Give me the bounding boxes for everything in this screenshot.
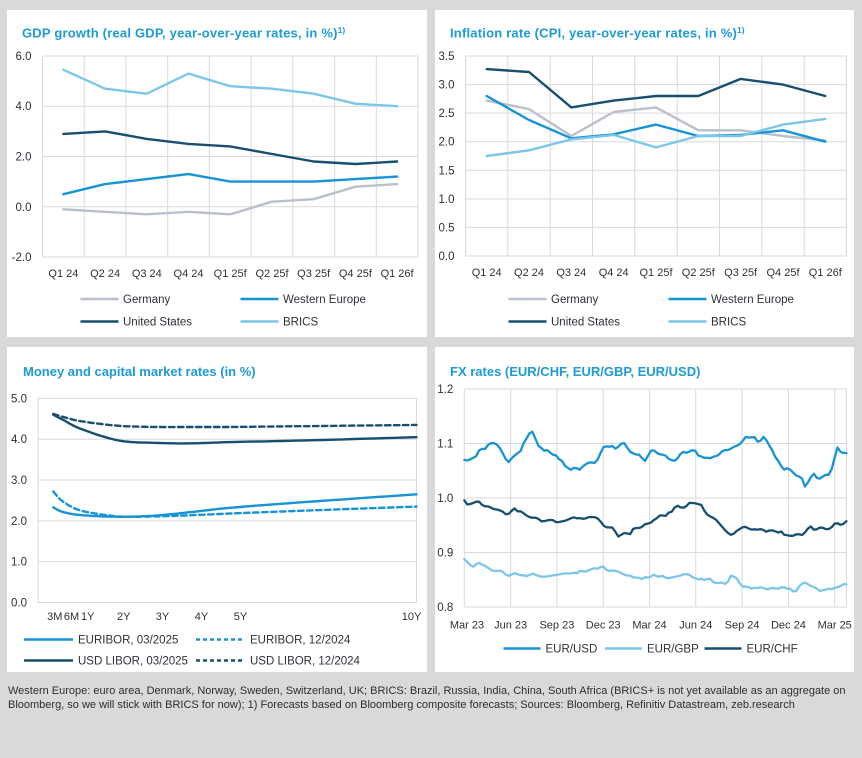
- svg-text:2Y: 2Y: [117, 611, 131, 623]
- svg-text:2.0: 2.0: [439, 137, 455, 149]
- svg-text:EUR/CHF: EUR/CHF: [747, 644, 798, 656]
- svg-text:1.0: 1.0: [439, 194, 455, 206]
- svg-text:Q3 25f: Q3 25f: [297, 268, 331, 280]
- svg-text:0.0: 0.0: [16, 202, 32, 214]
- svg-text:2.0: 2.0: [11, 516, 27, 528]
- svg-text:4.0: 4.0: [11, 434, 27, 446]
- svg-text:0.0: 0.0: [439, 251, 455, 263]
- svg-text:United States: United States: [123, 317, 192, 329]
- svg-text:Q4 24: Q4 24: [599, 267, 629, 279]
- svg-text:Germany: Germany: [551, 294, 599, 306]
- svg-text:Q1 26f: Q1 26f: [381, 268, 415, 280]
- svg-text:3Y: 3Y: [156, 611, 170, 623]
- svg-text:1.1: 1.1: [437, 439, 453, 451]
- svg-text:6M: 6M: [64, 611, 79, 623]
- svg-text:6.0: 6.0: [16, 51, 32, 63]
- svg-text:Sep 23: Sep 23: [539, 620, 574, 632]
- svg-text:GDP growth (real GDP, year-ove: GDP growth (real GDP, year-over-year rat…: [22, 25, 345, 41]
- svg-text:Q1 24: Q1 24: [48, 268, 78, 280]
- svg-text:Q2 24: Q2 24: [90, 268, 120, 280]
- svg-text:Q2 24: Q2 24: [514, 267, 544, 279]
- svg-text:1.0: 1.0: [437, 493, 453, 505]
- svg-text:Q4 25f: Q4 25f: [766, 267, 800, 279]
- svg-text:EUR/USD: EUR/USD: [546, 644, 598, 656]
- svg-text:USD LIBOR, 12/2024: USD LIBOR, 12/2024: [250, 656, 361, 668]
- svg-text:Q1 26f: Q1 26f: [809, 267, 843, 279]
- svg-text:3M: 3M: [47, 611, 62, 623]
- svg-text:USD LIBOR, 03/2025: USD LIBOR, 03/2025: [78, 656, 188, 668]
- svg-text:1.5: 1.5: [439, 165, 455, 177]
- svg-text:5.0: 5.0: [11, 393, 27, 405]
- svg-text:Inflation rate (CPI, year-over: Inflation rate (CPI, year-over-year rate…: [450, 25, 745, 41]
- svg-text:4Y: 4Y: [195, 611, 209, 623]
- svg-text:Q3 24: Q3 24: [556, 267, 586, 279]
- svg-text:Dec 23: Dec 23: [586, 620, 621, 632]
- svg-text:2.5: 2.5: [439, 108, 455, 120]
- svg-text:1.2: 1.2: [437, 384, 453, 396]
- svg-text:Dec 24: Dec 24: [771, 620, 806, 632]
- svg-text:EURIBOR, 03/2025: EURIBOR, 03/2025: [78, 635, 178, 647]
- svg-text:1.0: 1.0: [11, 557, 27, 569]
- svg-text:BRICS: BRICS: [283, 317, 318, 329]
- svg-text:Mar 24: Mar 24: [632, 620, 666, 632]
- svg-text:Money and capital market rates: Money and capital market rates (in %): [23, 364, 256, 379]
- svg-text:Q2 25f: Q2 25f: [255, 268, 289, 280]
- svg-text:Q3 25f: Q3 25f: [724, 267, 758, 279]
- svg-text:United States: United States: [551, 317, 620, 329]
- svg-text:Q3 24: Q3 24: [132, 268, 162, 280]
- svg-text:Jun 23: Jun 23: [494, 620, 527, 632]
- svg-text:10Y: 10Y: [402, 611, 422, 623]
- svg-text:Sep 24: Sep 24: [725, 620, 760, 632]
- svg-text:Mar 25: Mar 25: [818, 620, 852, 632]
- svg-text:4.0: 4.0: [16, 101, 32, 113]
- svg-text:-2.0: -2.0: [12, 252, 32, 264]
- svg-text:FX rates (EUR/CHF, EUR/GBP, EU: FX rates (EUR/CHF, EUR/GBP, EUR/USD): [450, 364, 700, 379]
- svg-text:EUR/GBP: EUR/GBP: [647, 644, 699, 656]
- svg-text:Jun 24: Jun 24: [679, 620, 712, 632]
- svg-text:Q4 25f: Q4 25f: [339, 268, 373, 280]
- svg-text:BRICS: BRICS: [711, 317, 746, 329]
- svg-text:0.0: 0.0: [11, 598, 27, 610]
- svg-text:3.0: 3.0: [11, 475, 27, 487]
- svg-text:3.5: 3.5: [439, 51, 455, 63]
- svg-text:5Y: 5Y: [234, 611, 248, 623]
- svg-text:Germany: Germany: [123, 294, 171, 306]
- svg-text:3.0: 3.0: [439, 80, 455, 92]
- svg-text:Mar 23: Mar 23: [450, 620, 484, 632]
- svg-text:Q1 24: Q1 24: [472, 267, 502, 279]
- svg-text:Q1 25f: Q1 25f: [639, 267, 673, 279]
- svg-text:Western Europe: Western Europe: [711, 294, 794, 306]
- svg-text:EURIBOR, 12/2024: EURIBOR, 12/2024: [250, 635, 351, 647]
- svg-text:0.9: 0.9: [437, 548, 453, 560]
- svg-text:0.5: 0.5: [439, 222, 455, 234]
- svg-text:0.8: 0.8: [437, 602, 453, 614]
- svg-text:Western Europe: Western Europe: [283, 294, 366, 306]
- svg-text:Q4 24: Q4 24: [174, 268, 204, 280]
- svg-text:2.0: 2.0: [16, 152, 32, 164]
- svg-text:Q1 25f: Q1 25f: [214, 268, 248, 280]
- svg-text:1Y: 1Y: [81, 611, 95, 623]
- svg-text:Q2 25f: Q2 25f: [682, 267, 716, 279]
